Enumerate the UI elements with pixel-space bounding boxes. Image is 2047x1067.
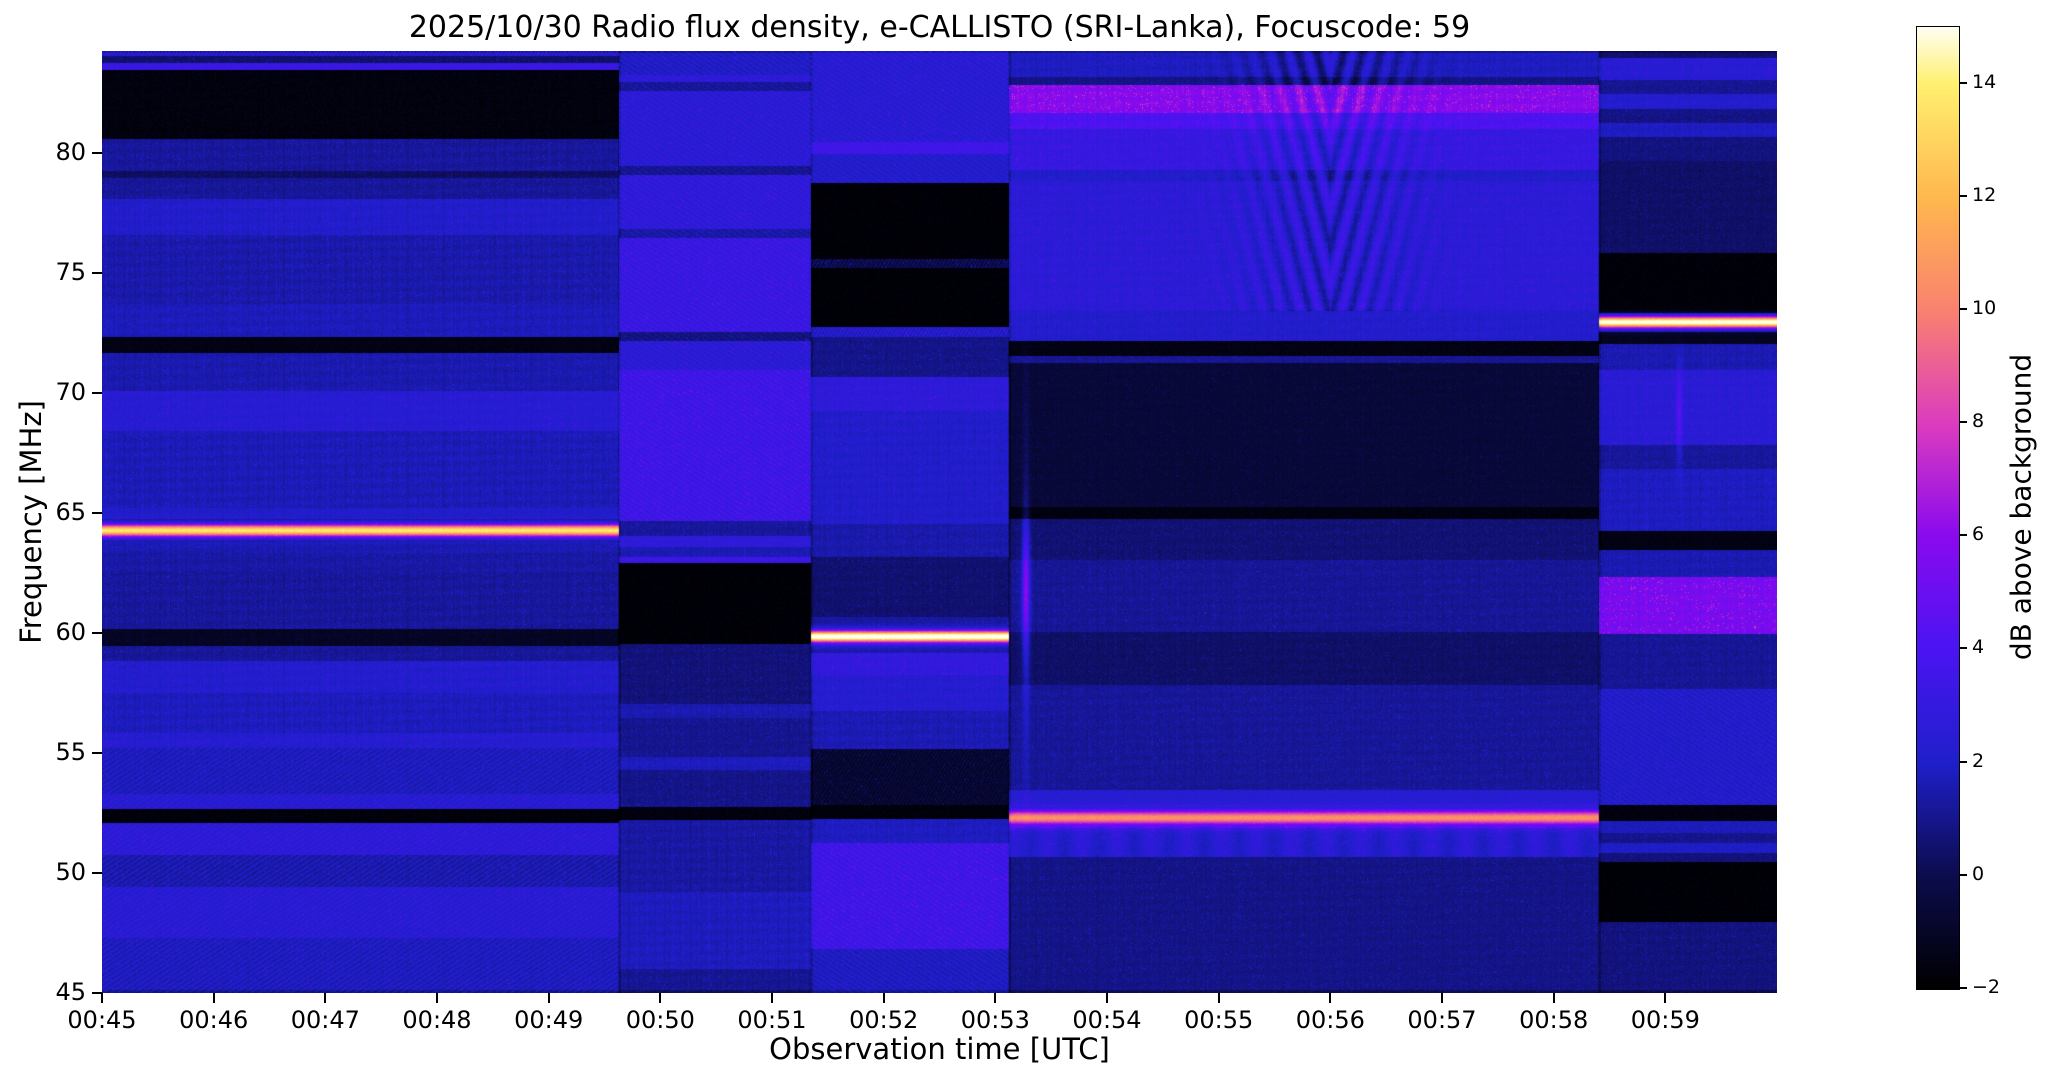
x-tick-label: 00:48 [402, 1006, 472, 1034]
x-tick-mark [547, 993, 550, 1003]
colorbar-label: dB above background [2004, 353, 2038, 661]
x-tick-label: 00:50 [625, 1006, 695, 1034]
x-tick-mark [1106, 993, 1108, 1003]
x-tick-mark [1441, 993, 1443, 1003]
x-tick-label: 00:52 [849, 1006, 919, 1034]
colorbar [1916, 26, 1960, 990]
y-tick-label: 50 [55, 858, 86, 886]
x-tick-label: 00:53 [960, 1006, 1030, 1034]
x-tick-mark [1329, 993, 1332, 1003]
colorbar-tick-mark [1960, 421, 1967, 424]
colorbar-tick-mark [1960, 873, 1967, 876]
colorbar-tick-mark [1960, 760, 1967, 763]
y-tick-label: 45 [55, 978, 86, 1006]
colorbar-tick-label: −2 [1972, 976, 2001, 998]
x-tick-label: 00:45 [67, 1006, 137, 1034]
x-tick-mark [771, 993, 773, 1003]
x-tick-mark [212, 993, 215, 1003]
x-tick-mark [1217, 993, 1220, 1003]
colorbar-tick-mark [1960, 647, 1967, 650]
x-tick-label: 00:55 [1184, 1006, 1254, 1034]
chart-title: 2025/10/30 Radio flux density, e-CALLIST… [408, 10, 1471, 45]
x-tick-mark [994, 993, 997, 1003]
y-tick-label: 55 [55, 738, 86, 766]
y-tick-label: 65 [55, 498, 86, 526]
y-tick-mark [92, 872, 102, 874]
x-tick-label: 00:58 [1519, 1006, 1589, 1034]
y-tick-label: 75 [55, 258, 86, 286]
y-tick-mark [92, 992, 102, 994]
y-tick-mark [92, 392, 102, 394]
colorbar-gradient [1917, 27, 1959, 989]
x-tick-label: 00:46 [179, 1006, 249, 1034]
spectrogram-plot-area [102, 51, 1777, 993]
x-tick-mark [1552, 993, 1555, 1003]
colorbar-tick-mark [1960, 307, 1967, 310]
x-tick-label: 00:56 [1295, 1006, 1365, 1034]
colorbar-tick-label: 4 [1972, 636, 1985, 659]
spectrogram-canvas [102, 51, 1777, 993]
colorbar-tick-label: 12 [1972, 183, 1997, 206]
x-tick-mark [1664, 993, 1667, 1003]
y-tick-mark [92, 152, 102, 154]
y-tick-label: 80 [55, 138, 86, 166]
colorbar-tick-mark [1960, 987, 1967, 989]
x-tick-mark [324, 993, 327, 1003]
colorbar-tick-label: 14 [1972, 70, 1997, 93]
colorbar-tick-label: 8 [1972, 410, 1985, 433]
x-tick-label: 00:49 [514, 1006, 584, 1034]
colorbar-tick-label: 0 [1972, 862, 1985, 885]
x-tick-mark [436, 993, 438, 1003]
x-axis-label: Observation time [UTC] [769, 1032, 1110, 1066]
y-tick-mark [92, 512, 102, 514]
colorbar-tick-label: 6 [1972, 523, 1985, 546]
x-tick-label: 00:54 [1072, 1006, 1142, 1034]
y-tick-mark [92, 752, 102, 754]
x-tick-mark [659, 993, 662, 1003]
colorbar-tick-mark [1960, 194, 1967, 197]
colorbar-tick-mark [1960, 534, 1967, 537]
x-tick-label: 00:51 [737, 1006, 807, 1034]
y-tick-mark [92, 272, 102, 274]
x-tick-mark [101, 993, 103, 1003]
colorbar-tick-label: 10 [1972, 296, 1997, 319]
y-tick-mark [92, 632, 102, 634]
colorbar-tick-label: 2 [1972, 749, 1985, 772]
x-tick-label: 00:57 [1407, 1006, 1477, 1034]
x-tick-label: 00:47 [290, 1006, 360, 1034]
colorbar-tick-mark [1960, 81, 1967, 84]
y-tick-label: 60 [55, 618, 86, 646]
x-tick-mark [882, 993, 885, 1003]
y-tick-label: 70 [55, 378, 86, 406]
x-tick-label: 00:59 [1630, 1006, 1700, 1034]
